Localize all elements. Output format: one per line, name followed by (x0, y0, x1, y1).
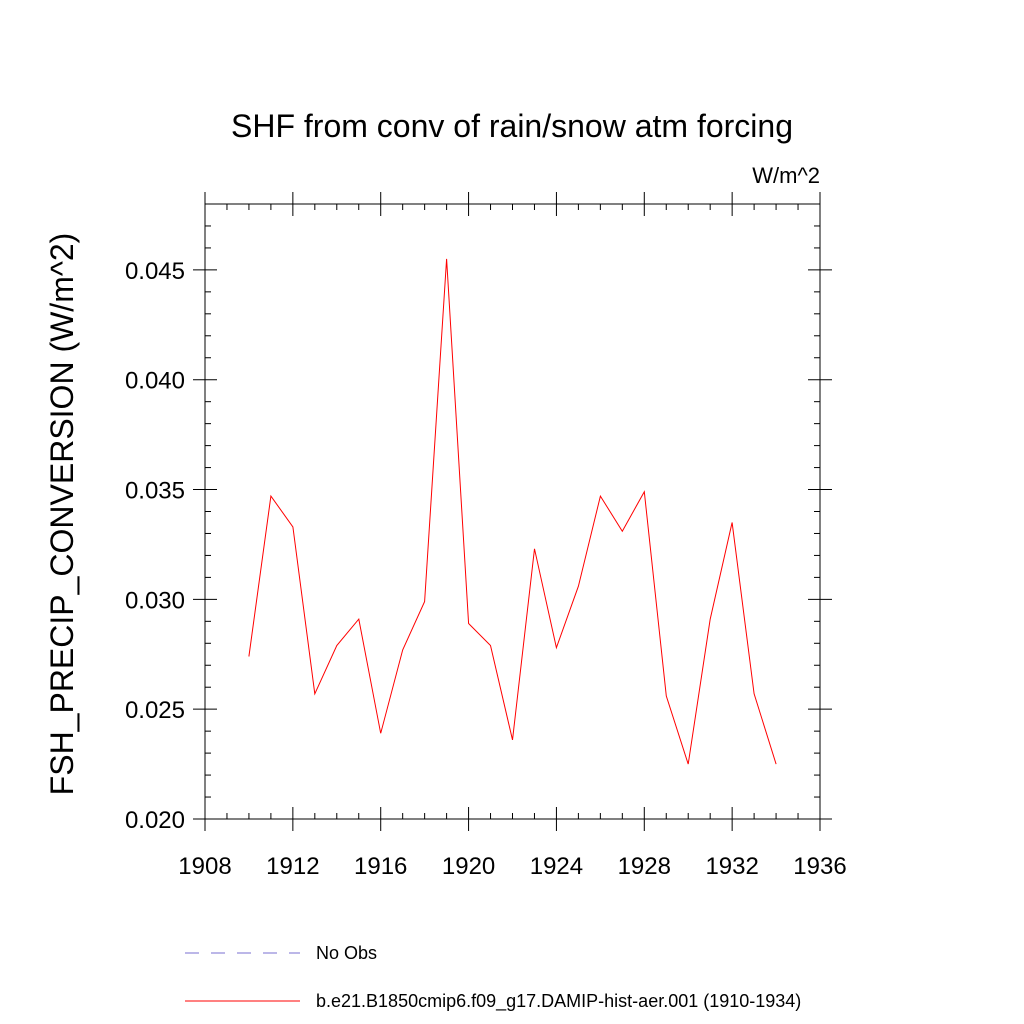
chart-title: SHF from conv of rain/snow atm forcing (231, 108, 793, 144)
y-axis-label: FSH_PRECIP_CONVERSION (W/m^2) (44, 233, 80, 796)
x-tick-label: 1916 (354, 853, 407, 880)
x-tick-label: 1932 (705, 853, 758, 880)
x-tick-label: 1928 (618, 853, 671, 880)
y-tick-label: 0.030 (125, 587, 185, 614)
x-tick-label: 1912 (266, 853, 319, 880)
x-tick-label: 1936 (793, 853, 846, 880)
legend: No Obs b.e21.B1850cmip6.f09_g17.DAMIP-hi… (185, 943, 801, 1012)
y-tick-label: 0.020 (125, 807, 185, 834)
x-tick-label: 1920 (442, 853, 495, 880)
y-tick-label: 0.025 (125, 697, 185, 724)
x-tick-label: 1908 (178, 853, 231, 880)
y-tick-label: 0.040 (125, 368, 185, 395)
legend-label-model: b.e21.B1850cmip6.f09_g17.DAMIP-hist-aer.… (316, 991, 801, 1012)
axis-ticks (193, 192, 832, 831)
plot-frame (204, 203, 821, 820)
x-tick-label: 1924 (530, 853, 583, 880)
tick-labels: 1908 1912 1916 1920 1924 1928 1932 1936 0.020 0.0… (125, 258, 847, 880)
y-tick-label: 0.035 (125, 478, 185, 505)
series-layer (248, 258, 777, 765)
legend-label-no-obs: No Obs (316, 943, 377, 963)
y-tick-label: 0.045 (125, 258, 185, 285)
units-label: W/m^2 (752, 163, 820, 188)
series-line (248, 258, 777, 765)
